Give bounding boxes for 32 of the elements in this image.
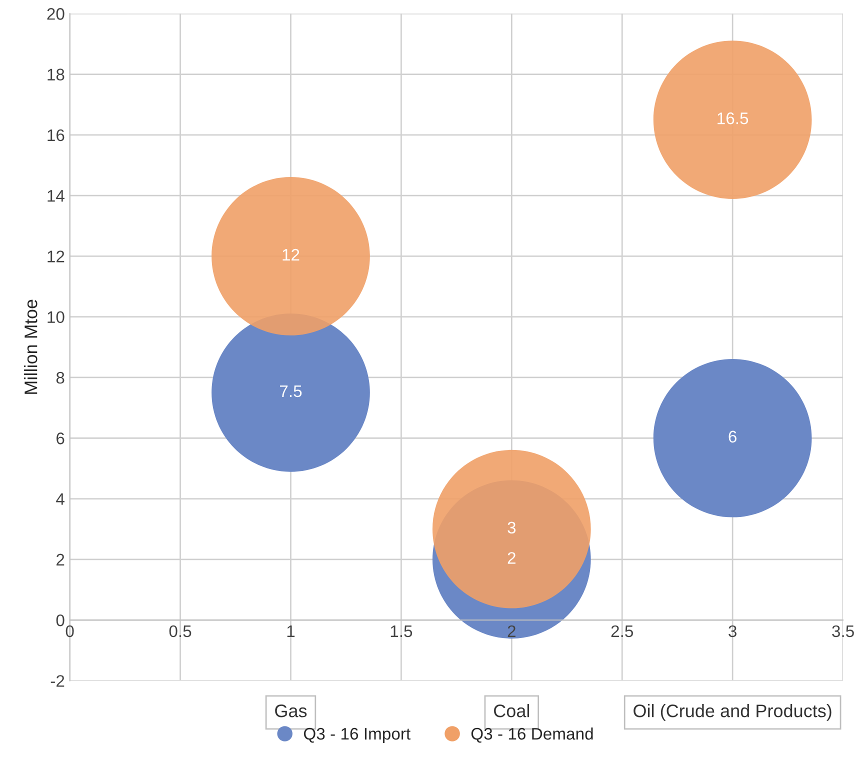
text: Gas xyxy=(275,704,307,718)
y-tick-label: 16 xyxy=(48,129,64,142)
y-tick-label: 20 xyxy=(47,8,64,20)
data-label: 3 xyxy=(508,522,516,534)
y-tick-label: -2 xyxy=(50,675,64,687)
data-label: 12 xyxy=(282,248,300,261)
text: Coal xyxy=(494,704,530,718)
x-tick-label: 2.5 xyxy=(611,625,634,638)
data-label: 2 xyxy=(508,552,516,564)
y-tick-label: 8 xyxy=(56,372,64,384)
legend-label: Q3 - 16 Demand xyxy=(471,727,593,743)
y-tick-label: 14 xyxy=(48,190,64,202)
y-tick-label: 0 xyxy=(56,614,64,626)
text: Oil (Crude and Products) xyxy=(634,704,832,721)
y-tick-label: 2 xyxy=(56,554,64,566)
y-tick-label: 10 xyxy=(48,311,64,324)
y-tick-label: 6 xyxy=(56,432,64,444)
x-tick-label: 1 xyxy=(287,626,295,637)
data-label: 6 xyxy=(728,430,736,443)
x-tick-label: 0.5 xyxy=(169,625,192,638)
y-tick-label: 18 xyxy=(48,68,64,80)
legend-label: Q3 - 16 Import xyxy=(304,728,411,743)
data-label: 16.5 xyxy=(718,112,748,124)
y-tick-label: 4 xyxy=(56,493,64,505)
y-axis-title: Million Mtoe xyxy=(24,300,38,394)
y-tick-label: 12 xyxy=(48,250,64,262)
data-label: 7.5 xyxy=(280,385,302,398)
x-tick-label: 3 xyxy=(728,625,736,638)
x-tick-label: 0 xyxy=(66,625,74,638)
x-tick-label: 3.5 xyxy=(832,625,854,638)
x-tick-label: 2 xyxy=(508,625,516,637)
x-tick-label: 1.5 xyxy=(390,626,412,638)
